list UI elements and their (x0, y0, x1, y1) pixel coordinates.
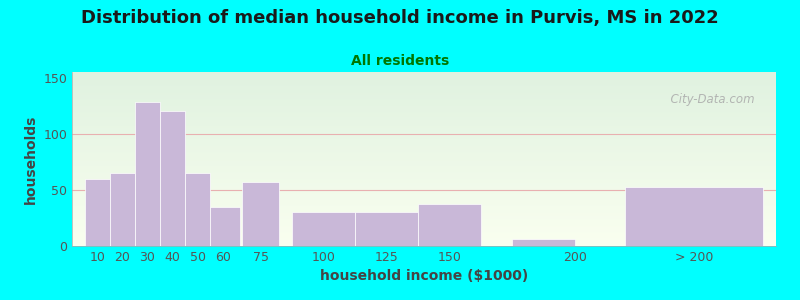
X-axis label: household income ($1000): household income ($1000) (320, 269, 528, 284)
Bar (160, 111, 185, 246)
Text: City-Data.com: City-Data.com (663, 93, 755, 106)
Bar (292, 212, 355, 246)
Bar (210, 207, 241, 246)
Bar (512, 239, 575, 246)
Bar (135, 102, 160, 246)
Bar (110, 173, 135, 246)
Bar (185, 173, 210, 246)
Bar (85, 178, 110, 246)
Text: Distribution of median household income in Purvis, MS in 2022: Distribution of median household income … (81, 9, 719, 27)
Bar (355, 212, 418, 246)
Bar (625, 187, 763, 246)
Text: All residents: All residents (351, 54, 449, 68)
Bar (242, 182, 279, 246)
Bar (418, 205, 481, 246)
Y-axis label: households: households (24, 114, 38, 204)
